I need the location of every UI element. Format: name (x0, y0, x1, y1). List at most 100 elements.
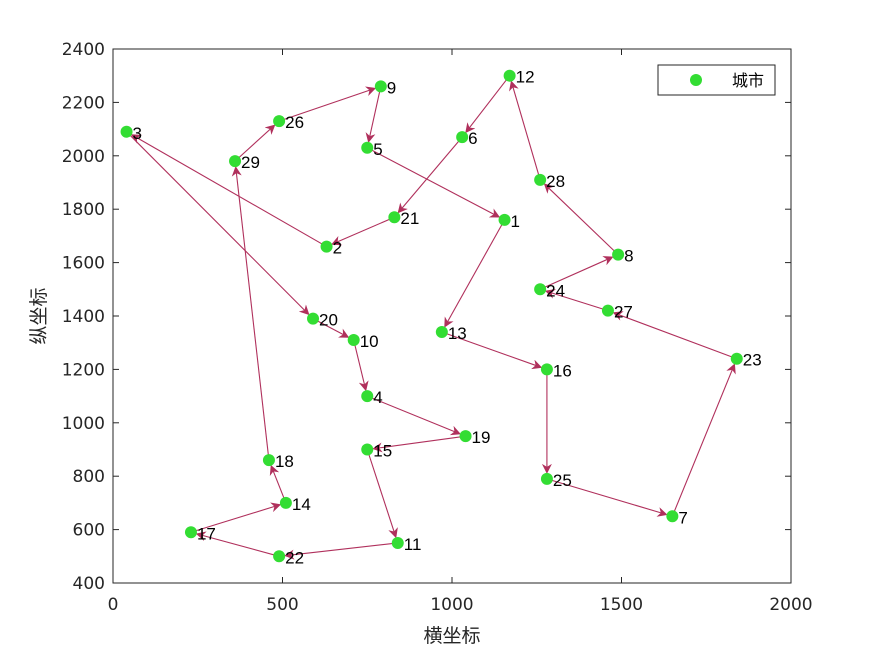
city-label-7: 7 (678, 508, 687, 527)
x-tick-label: 1500 (600, 595, 643, 615)
city-point-3 (120, 125, 133, 138)
route-arrow-11-22 (284, 542, 398, 560)
city-label-18: 18 (275, 452, 294, 471)
city-point-8 (612, 248, 625, 261)
city-label-1: 1 (511, 212, 520, 231)
city-point-21 (388, 211, 401, 224)
city-label-19: 19 (472, 428, 491, 447)
route-arrow-22-17 (195, 531, 280, 557)
x-tick-label: 2000 (769, 595, 812, 615)
route-arrow-13-16 (441, 331, 543, 370)
city-point-24 (534, 283, 547, 296)
city-label-22: 22 (285, 548, 304, 567)
city-label-15: 15 (373, 442, 392, 461)
city-point-29 (229, 155, 242, 168)
city-point-6 (456, 131, 469, 144)
city-label-16: 16 (553, 361, 572, 380)
city-label-8: 8 (624, 247, 633, 266)
route-arrow-3-20 (126, 131, 310, 316)
city-label-17: 17 (197, 524, 216, 543)
route-arrow-7-23 (671, 363, 736, 517)
city-point-10 (347, 334, 360, 347)
city-point-14 (279, 496, 292, 509)
route-arrow-25-7 (546, 478, 668, 517)
y-tick-label: 2400 (62, 40, 105, 60)
plot-area (112, 48, 792, 584)
route-arrow-26-9 (278, 86, 377, 122)
route-arrow-8-28 (543, 183, 619, 255)
route-arrow-18-29 (231, 166, 270, 461)
legend-box (657, 64, 776, 96)
city-label-26: 26 (285, 113, 304, 132)
y-tick-label: 2000 (62, 147, 105, 167)
city-label-6: 6 (468, 129, 477, 148)
legend-label: 城市 (732, 71, 764, 90)
city-label-5: 5 (373, 140, 382, 159)
city-point-16 (540, 363, 553, 376)
route-arrows (126, 75, 737, 560)
route-arrow-20-10 (312, 318, 350, 338)
route-arrow-12-6 (465, 75, 511, 134)
y-tick-label: 400 (73, 574, 105, 594)
city-point-17 (184, 526, 197, 539)
y-tick-label: 1000 (62, 414, 105, 434)
route-arrow-14-18 (269, 464, 287, 504)
city-point-5 (361, 141, 374, 154)
city-point-27 (601, 304, 614, 317)
city-point-19 (459, 430, 472, 443)
route-arrow-5-1 (366, 147, 501, 218)
city-label-3: 3 (133, 124, 142, 143)
x-tick-label: 1000 (430, 595, 473, 615)
city-point-22 (273, 550, 286, 563)
city-points (120, 69, 743, 563)
city-label-11: 11 (404, 535, 422, 554)
city-label-14: 14 (292, 495, 311, 514)
city-label-12: 12 (516, 68, 535, 87)
x-tick-label: 0 (108, 595, 119, 615)
city-point-4 (361, 390, 374, 403)
y-tick-label: 1800 (62, 200, 105, 220)
city-label-9: 9 (387, 78, 396, 97)
route-arrow-4-19 (367, 395, 461, 436)
city-point-2 (320, 240, 333, 253)
city-point-12 (503, 69, 516, 82)
route-arrow-2-3 (130, 134, 327, 248)
city-point-11 (391, 536, 404, 549)
route-arrow-17-14 (190, 502, 282, 533)
route-arrow-27-24 (544, 289, 609, 312)
city-point-7 (666, 510, 679, 523)
y-axis-title: 纵坐标 (28, 287, 50, 344)
city-label-10: 10 (360, 332, 379, 351)
city-point-1 (498, 213, 511, 226)
city-labels: 1234567891011121314151617181920212223242… (133, 68, 762, 568)
city-label-2: 2 (333, 239, 342, 258)
y-tick-label: 1200 (62, 360, 105, 380)
city-point-25 (540, 472, 553, 485)
city-label-24: 24 (546, 281, 565, 300)
city-point-20 (307, 312, 320, 325)
route-arrow-1-13 (444, 219, 506, 328)
city-label-13: 13 (448, 324, 467, 343)
legend: 城市 (657, 64, 776, 96)
y-tick-label: 2200 (62, 93, 105, 113)
city-label-21: 21 (400, 209, 419, 228)
city-label-29: 29 (241, 153, 260, 172)
city-point-23 (730, 352, 743, 365)
route-arrow-15-11 (366, 449, 398, 539)
city-label-28: 28 (546, 172, 565, 191)
city-label-23: 23 (743, 351, 762, 370)
route-arrow-9-5 (365, 86, 382, 143)
route-arrow-21-2 (331, 216, 395, 246)
x-tick-label: 500 (266, 595, 298, 615)
city-point-26 (273, 115, 286, 128)
city-label-20: 20 (319, 311, 338, 330)
x-axis-ticks: 0 500 1000 1500 2000 (108, 49, 813, 615)
x-axis-title: 横坐标 (423, 625, 480, 647)
y-axis-ticks: 400 600 800 1000 1200 1400 1600 1800 2000 2200 240… (62, 40, 791, 594)
legend-marker (690, 74, 702, 86)
city-point-9 (374, 80, 387, 93)
y-tick-label: 600 (73, 521, 105, 541)
city-point-13 (435, 326, 448, 339)
city-point-15 (361, 443, 374, 456)
